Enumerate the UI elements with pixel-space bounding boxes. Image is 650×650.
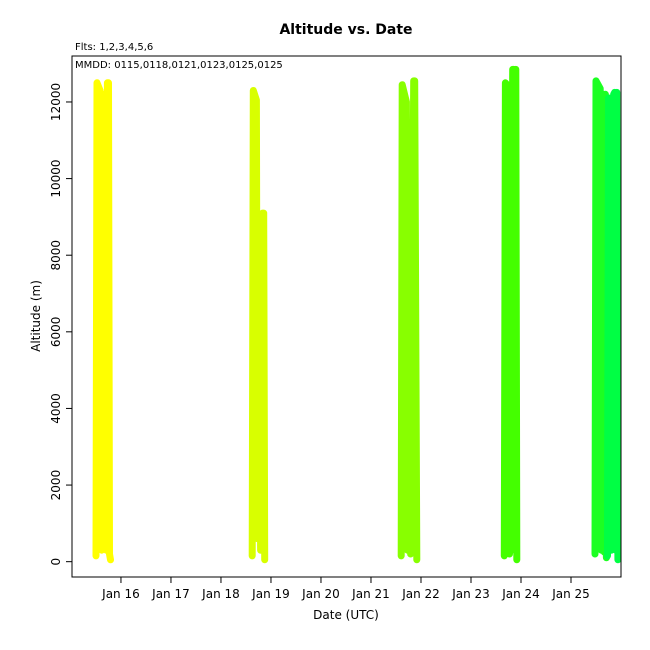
plot-frame <box>71 55 622 578</box>
y-tick-label: 2000 <box>49 470 63 501</box>
x-tick-label: Jan 19 <box>251 587 290 601</box>
y-axis: 0 2000 4000 6000 8000 10000 12000 <box>49 83 72 566</box>
x-tick-label: Jan 24 <box>501 587 540 601</box>
x-tick-label: Jan 16 <box>101 587 140 601</box>
series-layer <box>92 65 622 564</box>
y-tick-label: 4000 <box>49 393 63 424</box>
y-tick-label: 8000 <box>49 240 63 271</box>
y-tick-label: 12000 <box>49 83 63 121</box>
y-tick-label: 0 <box>49 558 63 566</box>
y-tick-label: 6000 <box>49 317 63 348</box>
mmdd-note: MMDD: 0115,0118,0121,0123,0125,0125 <box>75 60 283 71</box>
x-tick-label: Jan 25 <box>551 587 590 601</box>
x-tick-label: Jan 21 <box>351 587 390 601</box>
y-axis-label: Altitude (m) <box>29 280 43 352</box>
x-tick-label: Jan 22 <box>401 587 440 601</box>
series-3-line <box>397 77 421 564</box>
y-tick-label: 10000 <box>49 159 63 197</box>
x-tick-label: Jan 18 <box>201 587 240 601</box>
x-tick-label: Jan 17 <box>151 587 190 601</box>
series-4-line <box>500 65 521 564</box>
series-6-line <box>604 88 622 564</box>
series-1-line <box>92 79 114 564</box>
x-axis-label: Date (UTC) <box>313 608 379 622</box>
flights-note: Flts: 1,2,3,4,5,6 <box>75 42 153 53</box>
series-2-line <box>248 87 269 564</box>
x-axis: Jan 16 Jan 17 Jan 18 Jan 19 Jan 20 Jan 21 Jan … <box>101 577 590 601</box>
x-tick-label: Jan 23 <box>451 587 490 601</box>
x-tick-label: Jan 20 <box>301 587 340 601</box>
chart-title: Altitude vs. Date <box>279 22 412 38</box>
